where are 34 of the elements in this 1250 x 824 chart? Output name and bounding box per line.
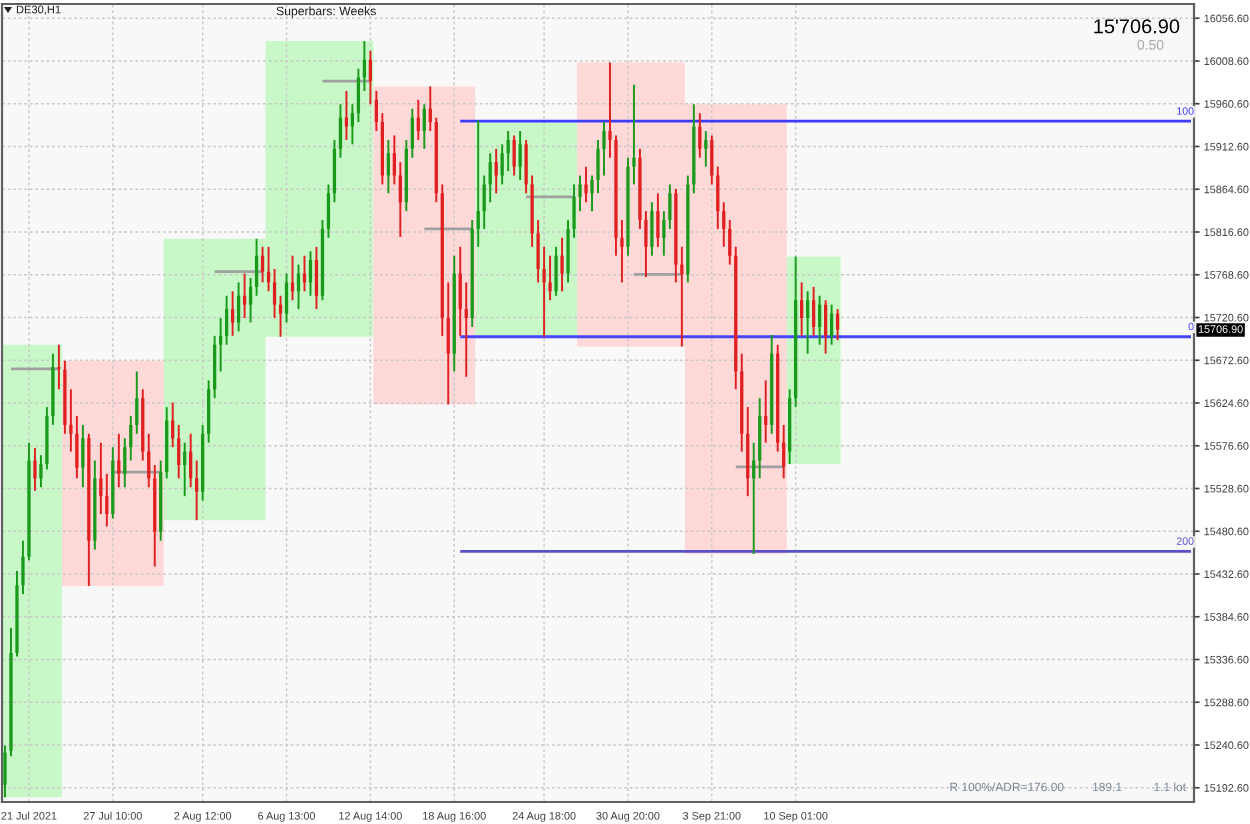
- candlestick: [829, 303, 834, 346]
- candlestick: [308, 250, 313, 297]
- candlestick: [464, 281, 468, 378]
- candlestick: [584, 165, 588, 204]
- annotation: 15'706.90: [1094, 19, 1180, 34]
- candlestick: [823, 299, 828, 355]
- candlestick: [99, 441, 103, 515]
- candlestick: [242, 272, 247, 319]
- candlestick: [811, 285, 816, 337]
- candlestick: [488, 152, 492, 204]
- candlestick: [290, 254, 295, 302]
- candlestick: [284, 272, 289, 324]
- candlestick: [260, 245, 265, 284]
- candlestick: [344, 89, 349, 141]
- candlestick: [81, 423, 85, 489]
- candlestick: [560, 236, 564, 293]
- candlestick: [656, 192, 660, 248]
- candlestick: [518, 130, 522, 181]
- candlestick: [698, 112, 702, 159]
- candlestick: [800, 281, 804, 337]
- candlestick: [764, 379, 768, 444]
- candlestick: [554, 245, 558, 297]
- candlestick: [512, 134, 516, 177]
- candlestick: [33, 447, 37, 492]
- candlestick: [386, 138, 390, 195]
- candlestick: [494, 147, 498, 195]
- candlestick: [650, 201, 654, 257]
- candlestick: [422, 103, 426, 150]
- candlestick: [368, 49, 373, 106]
- candlestick: [806, 290, 810, 355]
- candlestick: [817, 294, 822, 346]
- candlestick: [704, 130, 708, 168]
- candlestick: [314, 245, 319, 311]
- candlestick: [835, 308, 840, 342]
